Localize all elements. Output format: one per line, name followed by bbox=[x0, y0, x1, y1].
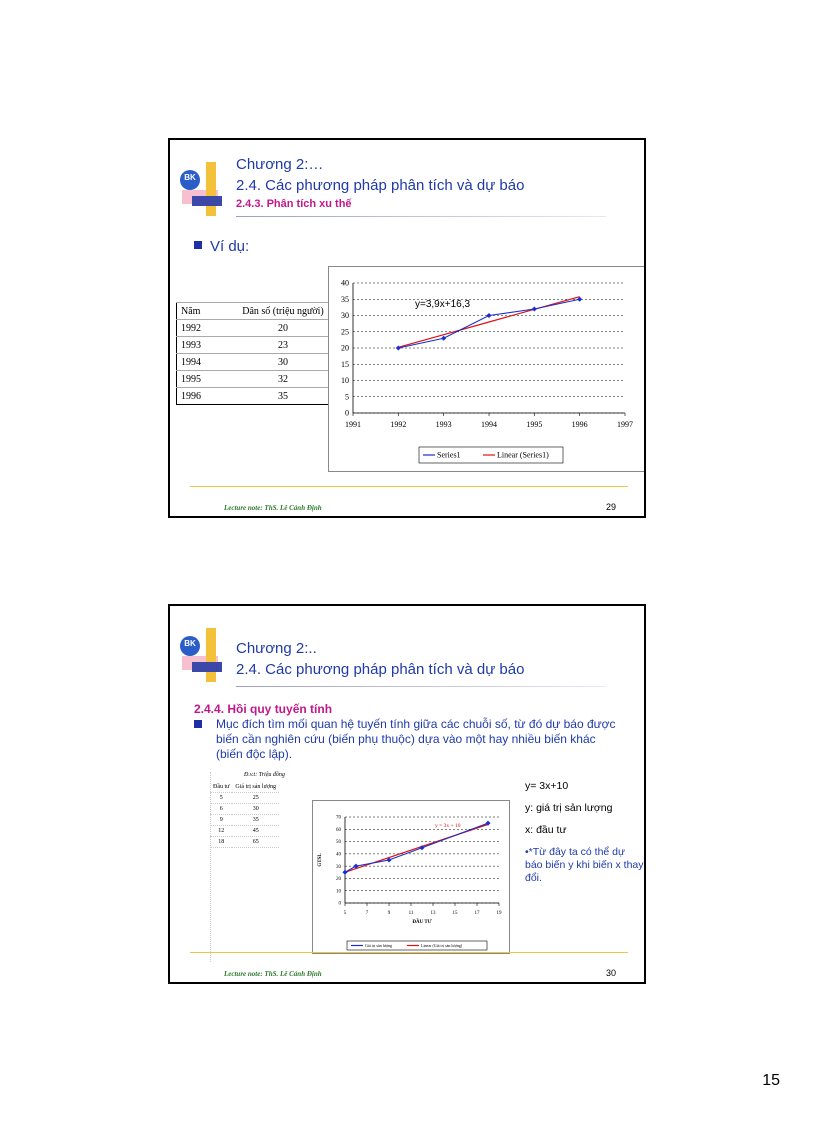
x-tick-label: 19 bbox=[497, 911, 503, 916]
table-row: 1996 35 bbox=[176, 387, 342, 405]
table-row: 1993 23 bbox=[176, 336, 342, 354]
title-divider bbox=[236, 686, 606, 687]
y-tick-label: 10 bbox=[336, 889, 342, 894]
x-tick-label: 1991 bbox=[345, 420, 361, 429]
table-row: 9 35 bbox=[210, 814, 280, 826]
trend-equation: y = 3x + 10 bbox=[435, 823, 461, 829]
y-tick-label: 20 bbox=[341, 344, 349, 353]
slide-subtitle: 2.4.3. Phân tích xu thế bbox=[236, 198, 352, 210]
page-number: 15 bbox=[762, 1072, 780, 1089]
trend-chart: 0 5 10 15 20 25 30 35 40 1991 1992 1993 1994 1995 1996… bbox=[328, 266, 644, 472]
x-tick-label: 1994 bbox=[481, 420, 497, 429]
data-point bbox=[342, 869, 348, 875]
footer-note: Lecture note: ThS. Lê Cảnh Định bbox=[224, 504, 322, 512]
table-row: 6 30 bbox=[210, 803, 280, 815]
y-tick-label: 40 bbox=[336, 853, 342, 858]
y-axis-label: GTSL bbox=[318, 853, 323, 867]
note-forecast: •*Từ đây ta có thể dự báo biến y khi biế… bbox=[525, 846, 644, 884]
legend-label-trend: Linear (Series1) bbox=[497, 451, 549, 460]
x-tick-label: 9 bbox=[388, 911, 391, 916]
bullet-square-icon bbox=[194, 720, 202, 728]
y-tick-label: 50 bbox=[336, 840, 342, 845]
legend-label-trend: Linear (Giá trị sản lượng) bbox=[421, 943, 463, 948]
regression-chart: 0 10 20 30 40 50 60 70 5 7 9 11 13 15 17 19 ĐẦU TƯ GTSL y … bbox=[312, 800, 510, 954]
population-table: Năm Dân số (triệu người) 1992 20 1993 23 1… bbox=[176, 302, 342, 405]
bullet-example: Ví dụ: bbox=[194, 238, 249, 255]
footer-note: Lecture note: ThS. Lê Cảnh Định bbox=[224, 970, 322, 978]
y-tick-label: 60 bbox=[336, 828, 342, 833]
x-tick-label: 1993 bbox=[436, 420, 452, 429]
table-row: 1994 30 bbox=[176, 353, 342, 371]
x-tick-label: 17 bbox=[475, 911, 481, 916]
slide-number: 29 bbox=[605, 502, 616, 512]
data-point bbox=[441, 335, 447, 341]
data-point bbox=[395, 345, 401, 351]
x-tick-label: 5 bbox=[344, 911, 347, 916]
table-row: 18 65 bbox=[210, 836, 280, 848]
data-point bbox=[486, 312, 492, 319]
legend-label-series: Giá trị sản lượng bbox=[365, 943, 392, 948]
investment-table: Đầu tư Giá trị sản lượng 5 25 6 30 9 35 12 4… bbox=[210, 782, 280, 848]
data-point bbox=[531, 306, 537, 312]
regression-chart-svg: 0 10 20 30 40 50 60 70 5 7 9 11 13 15 17 19 ĐẦU TƯ GTSL y … bbox=[318, 816, 503, 951]
x-tick-label: 11 bbox=[409, 911, 414, 916]
x-axis-label: ĐẦU TƯ bbox=[412, 919, 431, 925]
x-tick-label: 1996 bbox=[572, 420, 588, 429]
slide-title-section: 2.4. Các phương pháp phân tích và dự báo bbox=[236, 177, 525, 194]
svg-text:BK: BK bbox=[184, 173, 196, 182]
y-tick-label: 70 bbox=[336, 816, 342, 821]
footer-divider bbox=[190, 952, 628, 953]
slide-29: BK Chương 2:… 2.4. Các phương pháp phân … bbox=[168, 138, 646, 518]
y-tick-label: 0 bbox=[339, 902, 342, 907]
y-tick-label: 15 bbox=[341, 360, 349, 369]
bullet-purpose: Mục đích tìm mối quan hệ tuyến tính giữa… bbox=[194, 717, 624, 762]
slide-title-chapter: Chương 2:.. bbox=[236, 640, 317, 657]
y-tick-label: 25 bbox=[341, 327, 349, 336]
slide-title-chapter: Chương 2:… bbox=[236, 156, 324, 173]
y-tick-label: 10 bbox=[341, 376, 349, 385]
table-row: 1995 32 bbox=[176, 370, 342, 388]
table-header: Đầu tư Giá trị sản lượng bbox=[210, 782, 280, 793]
table-row: 12 45 bbox=[210, 825, 280, 837]
y-tick-label: 40 bbox=[341, 279, 349, 288]
table-row: 5 25 bbox=[210, 792, 280, 804]
regression-notes: y= 3x+10 y: giá trị sản lượng x: đầu tư … bbox=[525, 780, 644, 894]
y-tick-label: 30 bbox=[336, 865, 342, 870]
trend-equation: y=3,9x+16,3 bbox=[415, 299, 470, 310]
y-tick-label: 5 bbox=[345, 392, 349, 401]
y-tick-label: 30 bbox=[341, 311, 349, 320]
trend-chart-svg: 0 5 10 15 20 25 30 35 40 1991 1992 1993 1994 1995 1996… bbox=[341, 279, 633, 464]
spreadsheet-area bbox=[210, 772, 311, 962]
table-row: 1992 20 bbox=[176, 319, 342, 337]
x-tick-label: 1997 bbox=[617, 420, 633, 429]
bk-logo-icon: BK bbox=[180, 628, 222, 682]
bk-logo-icon: BK bbox=[180, 162, 222, 216]
x-tick-label: 15 bbox=[453, 911, 459, 916]
x-tick-label: 1995 bbox=[526, 420, 542, 429]
note-equation: y= 3x+10 bbox=[525, 780, 569, 792]
trendline-series bbox=[398, 296, 580, 348]
y-tick-label: 35 bbox=[341, 295, 349, 304]
y-tick-label: 20 bbox=[336, 877, 342, 882]
x-tick-label: 7 bbox=[366, 911, 369, 916]
slide-30: BK Chương 2:.. 2.4. Các phương pháp phân… bbox=[168, 604, 646, 984]
data-point bbox=[386, 857, 392, 863]
note-y: y: giá trị sản lượng bbox=[525, 802, 613, 814]
slide-subtitle: 2.4.4. Hồi quy tuyến tính bbox=[194, 702, 333, 716]
note-x: x: đầu tư bbox=[525, 824, 567, 836]
slide-number: 30 bbox=[605, 968, 616, 978]
legend-label-series: Series1 bbox=[437, 451, 461, 460]
y-tick-label: 0 bbox=[345, 409, 349, 418]
unit-label: Đ.v.t: Triệu đồng bbox=[244, 772, 285, 778]
x-tick-label: 13 bbox=[431, 911, 437, 916]
footer-divider bbox=[190, 486, 628, 487]
table-header: Năm Dân số (triệu người) bbox=[176, 302, 342, 320]
slide-title-section: 2.4. Các phương pháp phân tích và dự báo bbox=[236, 661, 525, 678]
title-divider bbox=[236, 216, 606, 217]
svg-text:BK: BK bbox=[184, 639, 196, 648]
bullet-square-icon bbox=[194, 241, 202, 249]
x-tick-label: 1992 bbox=[390, 420, 406, 429]
